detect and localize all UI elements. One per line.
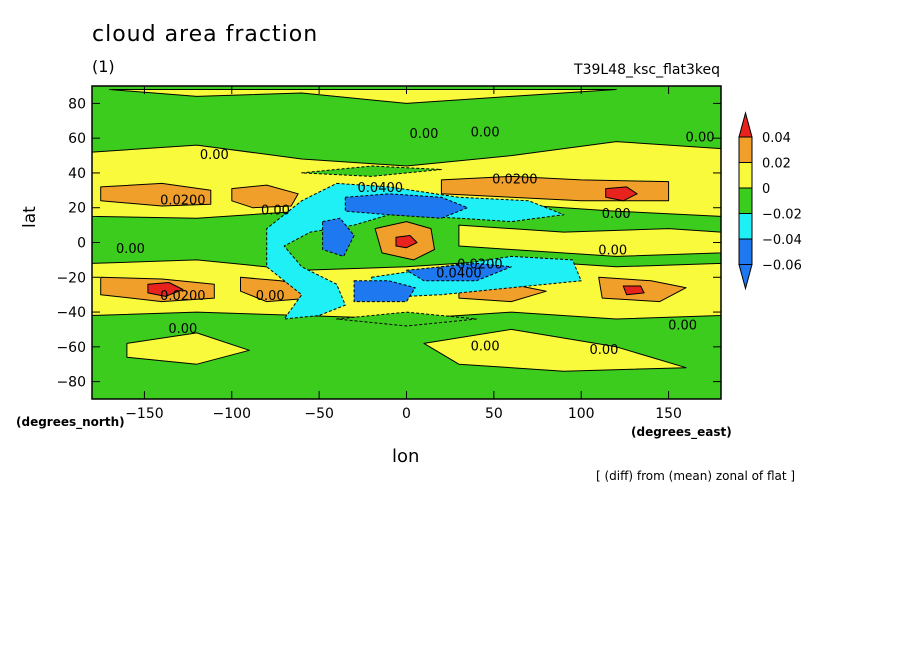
y-tick-label: 40 bbox=[68, 166, 86, 182]
y-tick-label: 60 bbox=[68, 131, 86, 147]
colorbar-label: 0.02 bbox=[762, 157, 791, 172]
colorbar-label: −0.02 bbox=[762, 208, 802, 223]
contour-label: 0.00 bbox=[409, 127, 438, 142]
colorbar-arrow-bottom bbox=[739, 265, 752, 289]
x-tick-label: 150 bbox=[655, 406, 682, 422]
colorbar-swatch bbox=[739, 214, 752, 240]
contour-label: 0.00 bbox=[589, 343, 618, 358]
x-tick-label: −100 bbox=[213, 406, 251, 422]
colorbar-label: 0.04 bbox=[762, 131, 791, 146]
contour-label: 0.00 bbox=[168, 322, 197, 337]
y-tick-label: −40 bbox=[56, 305, 86, 321]
colorbar-arrow-top bbox=[739, 113, 752, 137]
x-tick-label: 0 bbox=[402, 406, 411, 422]
contour-label: 0.00 bbox=[256, 289, 285, 304]
contour-label: 0.00 bbox=[668, 318, 697, 333]
contour-label: 0.00 bbox=[200, 148, 229, 163]
contour-label: 0.00 bbox=[471, 125, 500, 140]
contour-label: 0.00 bbox=[598, 244, 627, 259]
contour-region-red-south-2 bbox=[623, 286, 644, 295]
x-tick-label: 100 bbox=[568, 406, 595, 422]
contour-label: 0.00 bbox=[116, 242, 145, 257]
x-tick-label: −150 bbox=[125, 406, 163, 422]
colorbar-label: −0.06 bbox=[762, 259, 802, 274]
y-tick-label: −20 bbox=[56, 270, 86, 286]
colorbar-swatch bbox=[739, 163, 752, 189]
contour-label: 0.0200 bbox=[492, 172, 538, 187]
y-tick-label: 20 bbox=[68, 201, 86, 217]
contour-label: 0.0200 bbox=[457, 258, 503, 273]
colorbar-swatch bbox=[739, 137, 752, 163]
contour-label: 0.0400 bbox=[358, 181, 404, 196]
colorbar-label: 0 bbox=[762, 182, 770, 197]
contour-label: 0.00 bbox=[471, 339, 500, 354]
contour-label: 0.00 bbox=[686, 131, 715, 146]
colorbar-swatch bbox=[739, 188, 752, 214]
y-tick-label: −80 bbox=[56, 375, 86, 391]
contour-label: 0.0200 bbox=[160, 289, 206, 304]
colorbar-swatch bbox=[739, 239, 752, 265]
contour-label: 0.0200 bbox=[160, 193, 206, 208]
x-tick-label: 50 bbox=[485, 406, 503, 422]
contour-label: 0.00 bbox=[602, 207, 631, 222]
x-tick-label: −50 bbox=[304, 406, 334, 422]
y-tick-label: −60 bbox=[56, 340, 86, 356]
contour-label: 0.00 bbox=[261, 204, 290, 219]
colorbar-label: −0.04 bbox=[762, 233, 802, 248]
y-tick-label: 0 bbox=[77, 236, 86, 252]
y-tick-label: 80 bbox=[68, 96, 86, 112]
